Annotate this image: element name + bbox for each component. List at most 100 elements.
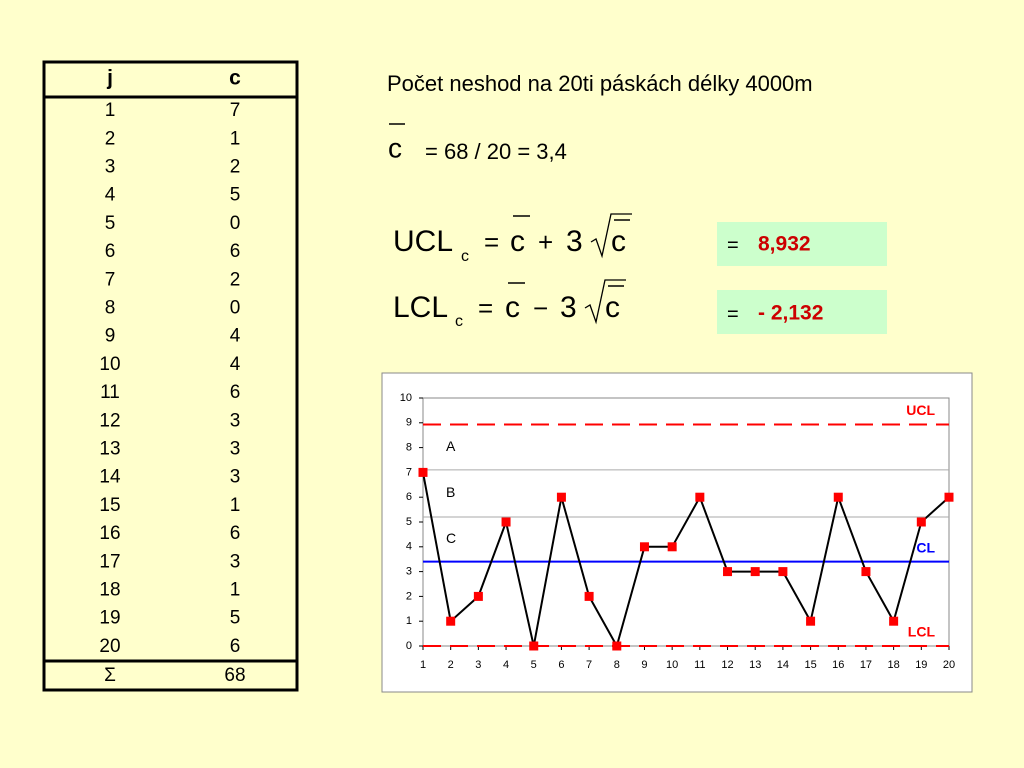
formula-three: 3: [560, 291, 577, 324]
data-point: [529, 641, 539, 651]
data-point: [446, 616, 456, 626]
table-cell: 1: [230, 128, 241, 149]
table-cell: 5: [230, 608, 241, 629]
formula-text: = 68 / 20 = 3,4: [425, 139, 567, 164]
x-tick-label: 16: [832, 659, 844, 671]
x-tick-label: 4: [503, 659, 509, 671]
x-tick-label: 14: [777, 659, 789, 671]
table-cell: 2: [230, 269, 241, 290]
table-cell: 10: [99, 354, 120, 375]
data-point: [639, 542, 649, 552]
x-tick-label: 1: [420, 659, 426, 671]
x-tick-label: 13: [749, 659, 761, 671]
x-tick-label: 15: [804, 659, 816, 671]
table-header: c: [229, 67, 241, 90]
table-cell: 3: [230, 410, 241, 431]
x-tick-label: 12: [721, 659, 733, 671]
table: j c1 72 13 24 55 06 67 28 09 410 411 612 313 314 315 116…: [99, 67, 245, 686]
zone-label: C: [446, 530, 456, 546]
sqrt: [590, 213, 632, 259]
y-tick-label: 4: [406, 541, 412, 553]
table-cell: 6: [230, 241, 241, 262]
x-tick-label: 10: [666, 659, 678, 671]
x-tick-label: 6: [558, 659, 564, 671]
table-cell: 9: [105, 326, 116, 347]
data-point: [833, 492, 843, 502]
table-cell: 19: [99, 608, 120, 629]
table-header: j: [106, 67, 113, 90]
data-point: [778, 567, 788, 577]
reference-label: UCL: [906, 402, 935, 418]
formula-c: c: [505, 291, 520, 324]
formula-op: +: [538, 227, 553, 257]
data-point: [916, 517, 926, 527]
table-cell: 17: [99, 551, 120, 572]
data-point: [861, 567, 871, 577]
formula-sub: c: [455, 313, 463, 330]
table-cell: 3: [230, 551, 241, 572]
data-point: [667, 542, 677, 552]
table-cell: 12: [99, 410, 120, 431]
data-point: [889, 616, 899, 626]
formula-eq: =: [478, 293, 493, 323]
table-cell: 4: [105, 185, 116, 206]
data-point: [473, 591, 483, 601]
data-point: [556, 492, 566, 502]
lcl-formula: LCL c = c − 3 c: [393, 279, 626, 330]
result-eq: =: [727, 303, 739, 325]
data-point: [944, 492, 954, 502]
table-cell: 20: [99, 636, 120, 657]
y-tick-label: 7: [406, 466, 412, 478]
table-cell: 14: [99, 467, 121, 488]
table-cell: 11: [100, 382, 120, 403]
formula-lhs: LCL: [393, 291, 448, 324]
table-cell: 8: [105, 298, 116, 319]
data-point: [723, 567, 733, 577]
x-tick-label: 8: [614, 659, 620, 671]
x-tick-label: 18: [888, 659, 900, 671]
table-cell: 6: [230, 636, 241, 657]
y-tick-label: 1: [406, 615, 412, 627]
x-tick-label: 17: [860, 659, 872, 671]
zone-label: A: [446, 438, 456, 454]
table-sum: Σ: [104, 665, 116, 686]
y-tick-label: 8: [406, 442, 412, 454]
table-cell: 3: [230, 467, 241, 488]
data-point: [695, 492, 705, 502]
table-cell: 5: [105, 213, 116, 234]
table-cell: 1: [230, 495, 241, 516]
chart-frame: [381, 372, 973, 693]
formula-c: c: [605, 291, 620, 324]
formula-symbol: c: [388, 132, 402, 163]
table-cell: 2: [230, 157, 241, 178]
data-line: [422, 472, 950, 649]
result-eq: =: [727, 234, 739, 256]
table-cell: 1: [105, 100, 116, 121]
x-tick-label: 9: [641, 659, 647, 671]
x-tick-label: 5: [531, 659, 537, 671]
table-cell: 16: [99, 523, 120, 544]
formula-sub: c: [461, 248, 469, 265]
y-tick-label: 10: [400, 392, 412, 404]
x-tick-label: 11: [694, 659, 705, 671]
x-tick-label: 3: [475, 659, 481, 671]
formula-lhs: UCL: [393, 225, 453, 258]
table-cell: 0: [230, 298, 241, 319]
y-tick-label: 0: [406, 640, 412, 652]
data-point: [806, 616, 816, 626]
result-value: - 2,132: [758, 302, 823, 325]
table-cell: 18: [99, 580, 120, 601]
y-tick-label: 5: [406, 516, 412, 528]
data-point: [750, 567, 760, 577]
table-cell: 7: [105, 269, 116, 290]
reference-label: CL: [916, 539, 935, 555]
x-tick-label: 20: [943, 659, 955, 671]
formula-three: 3: [566, 225, 583, 258]
data-point: [584, 591, 594, 601]
data-point: [612, 641, 622, 651]
x-tick-label: 7: [586, 659, 592, 671]
result-box: [717, 290, 887, 334]
